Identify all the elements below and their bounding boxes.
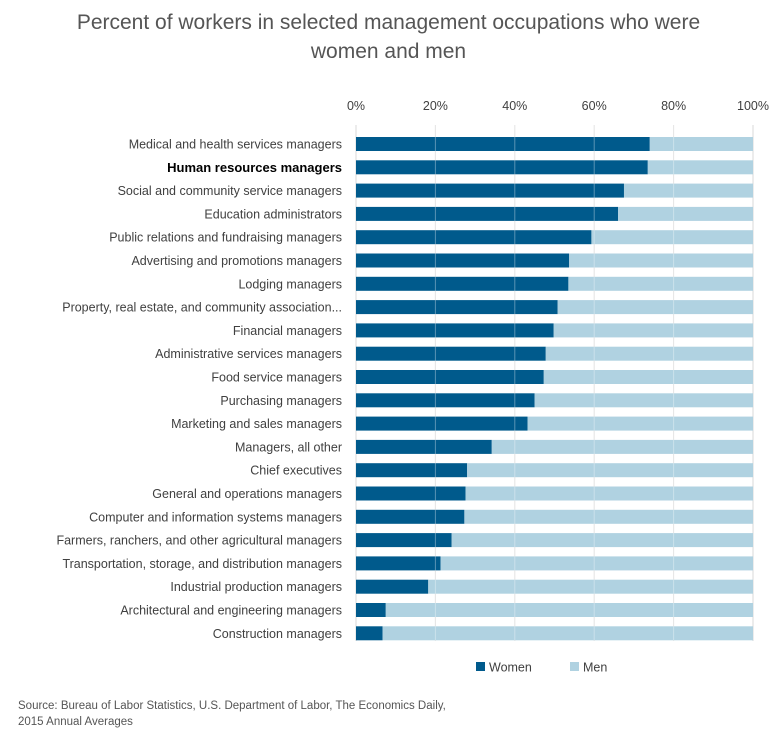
bar-women [356, 463, 468, 478]
bar-women [356, 253, 570, 268]
bar-women [356, 206, 619, 221]
source-line-1: Source: Bureau of Labor Statistics, U.S.… [18, 700, 446, 712]
bar-women [356, 579, 429, 594]
bar-women [356, 230, 592, 245]
category-label: Construction managers [213, 627, 342, 641]
category-label: Architectural and engineering managers [120, 604, 342, 618]
bar-women [356, 626, 383, 641]
category-label: Transportation, storage, and distributio… [62, 557, 342, 571]
bar-men [649, 137, 753, 151]
legend-swatch-women [476, 662, 485, 671]
legend-label-women: Women [489, 661, 532, 675]
x-tick-label: 100% [737, 99, 769, 113]
bar-men [647, 160, 753, 175]
bar-women [356, 416, 528, 431]
category-label: Financial managers [233, 324, 342, 338]
bar-women [356, 137, 650, 151]
bar-men [534, 393, 753, 408]
bar-men [591, 230, 753, 245]
bar-men [382, 626, 753, 641]
bar-men [618, 206, 753, 221]
source-line-2: 2015 Annual Averages [18, 716, 133, 728]
category-label: Food service managers [211, 371, 342, 385]
chart-title: Percent of workers in selected managemen… [0, 8, 777, 66]
bar-men [385, 603, 753, 617]
bar-women [356, 160, 648, 175]
gridlines-over-bars [434, 125, 675, 641]
category-label: Social and community service managers [118, 184, 342, 198]
source-note: Source: Bureau of Labor Statistics, U.S.… [18, 698, 446, 730]
bar-men [467, 463, 753, 478]
bars [356, 137, 753, 641]
category-label: Education administrators [204, 207, 342, 221]
legend-label-men: Men [583, 661, 607, 675]
legend: Women Men [476, 661, 607, 675]
bar-women [356, 439, 492, 454]
x-tick-label: 80% [661, 99, 686, 113]
category-label: Lodging managers [238, 277, 342, 291]
bar-women [356, 300, 558, 315]
x-tick-label: 20% [423, 99, 448, 113]
category-label: General and operations managers [152, 487, 342, 501]
category-label: Medical and health services managers [129, 138, 342, 152]
bar-men [545, 346, 753, 361]
category-label: Property, real estate, and community ass… [62, 301, 342, 315]
category-label: Farmers, ranchers, and other agricultura… [56, 534, 342, 548]
category-label: Chief executives [250, 464, 342, 478]
x-tick-label: 40% [502, 99, 527, 113]
category-label: Purchasing managers [220, 394, 342, 408]
bar-women [356, 346, 546, 361]
bar-women [356, 370, 544, 384]
chart-title-line-2: women and men [310, 40, 467, 63]
bar-women [356, 183, 624, 198]
bar-women [356, 323, 554, 338]
bar-men [491, 439, 753, 454]
category-label: Managers, all other [235, 440, 342, 454]
category-label: Marketing and sales managers [171, 417, 342, 431]
x-axis-tick-labels: 0% 20% 40% 60% 80% 100% [347, 99, 769, 113]
bar-men [451, 533, 753, 548]
bar-women [356, 533, 452, 548]
legend-swatch-men [570, 662, 579, 671]
bar-men [527, 416, 753, 431]
category-label: Industrial production managers [170, 580, 342, 594]
category-label: Computer and information systems manager… [89, 510, 342, 524]
x-tick-label: 0% [347, 99, 365, 113]
category-label: Administrative services managers [155, 347, 342, 361]
bar-women [356, 556, 441, 571]
bar-men [440, 556, 753, 571]
bar-men [464, 509, 753, 524]
chart-title-line-1: Percent of workers in selected managemen… [76, 11, 701, 34]
bar-women [356, 276, 569, 291]
category-label: Public relations and fundraising manager… [109, 231, 342, 245]
bar-women [356, 603, 386, 617]
bar-men [553, 323, 753, 338]
bar-women [356, 486, 466, 501]
bar-men [428, 579, 753, 594]
bar-women [356, 509, 465, 524]
bar-men [568, 276, 753, 291]
bar-men [569, 253, 753, 268]
category-labels: Medical and health services managers Huma… [56, 138, 342, 641]
bar-men [543, 370, 753, 384]
x-tick-label: 60% [582, 99, 607, 113]
bar-men [465, 486, 753, 501]
bar-men [623, 183, 753, 198]
bar-men [557, 300, 753, 315]
bar-women [356, 393, 535, 408]
category-label: Advertising and promotions managers [131, 254, 342, 268]
category-label: Human resources managers [167, 160, 342, 175]
